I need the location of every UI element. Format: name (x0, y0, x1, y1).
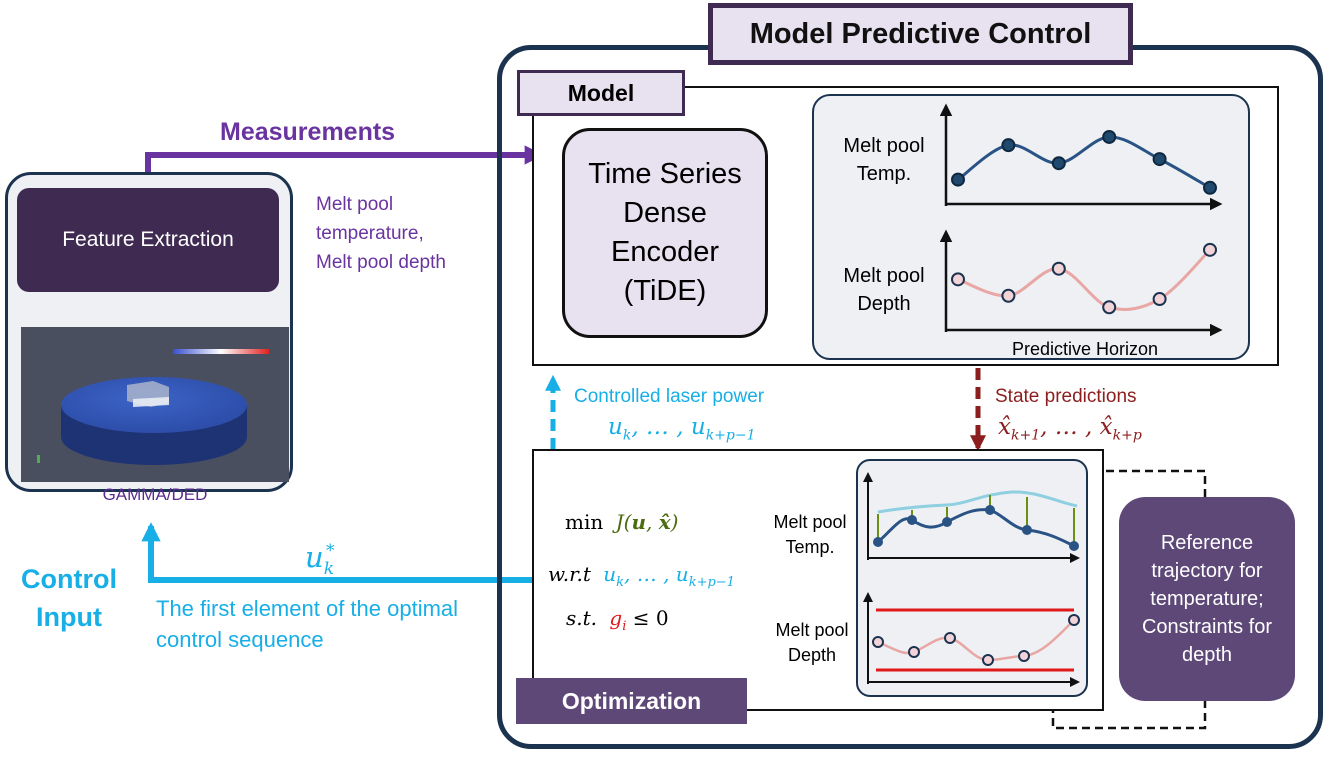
opt-temp-chart-label: Melt pool Temp. (773, 512, 847, 557)
measurements-label: Measurements (220, 118, 396, 146)
model-depth-chart-label: Melt pool Depth (843, 265, 925, 315)
model-temp-chart-label: Melt pool Temp. (843, 135, 925, 185)
model-depth-chart (939, 229, 1223, 337)
prediction-charts-panel (812, 94, 1250, 360)
constraint-line: s.t. gi ≤ 0 (566, 606, 669, 634)
reference-constraints-box: Reference trajectory for temperature; Co… (1119, 497, 1295, 701)
laser-power-label: Controlled laser power (574, 386, 765, 407)
model-title-box: Model (517, 70, 685, 116)
predicted-depth-points (872, 614, 1080, 666)
temp-data-point-2 (1001, 138, 1016, 153)
optimization-title-box: Optimization (516, 678, 747, 724)
opt-temp-chart (863, 472, 1080, 563)
sim-label: GAMMA/DED (102, 485, 208, 504)
temp-data-point-6 (1203, 180, 1217, 195)
predictive-horizon-label: Predictive Horizon (1011, 339, 1159, 359)
tide-model-box: Time Series Dense Encoder (TiDE) (562, 128, 768, 338)
depth-data-point-1 (951, 272, 965, 287)
temp-data-point-3 (1051, 156, 1066, 171)
predicted-depth-line (877, 619, 1075, 662)
model-title: Model (567, 79, 635, 106)
control-symbol: uk* (305, 540, 335, 579)
feature-extraction-box: Feature Extraction (17, 188, 279, 292)
feature-extraction-label: Feature Extraction (62, 228, 234, 251)
tracking-error-arrows (877, 495, 1075, 542)
predicted-temp-line (877, 508, 1075, 548)
depth-data-point-4 (1102, 300, 1117, 315)
predicted-temp-points (873, 505, 1079, 551)
temp-series-line (957, 135, 1211, 190)
mpc-title-box: Model Predictive Control (708, 3, 1133, 65)
control-input-label: Control Input (21, 564, 117, 632)
model-temp-chart (939, 103, 1223, 211)
tide-label: Time Series Dense Encoder (TiDE) (588, 158, 742, 307)
optimization-title: Optimization (561, 687, 702, 714)
measurements-description: Melt pool temperature, Melt pool depth (316, 194, 446, 273)
control-input-arrow (141, 522, 532, 583)
depth-data-point-5 (1152, 292, 1167, 307)
wrt-line: w.r.t uk, … , uk+p−1 (548, 562, 735, 590)
mpc-title: Model Predictive Control (749, 17, 1092, 50)
gamma-ded-simulation-image (21, 327, 289, 482)
opt-depth-chart (863, 592, 1080, 687)
state-predictions-sequence: x̂k+1, … , x̂k+p (998, 414, 1142, 444)
temp-data-point-1 (951, 172, 965, 187)
depth-data-point-2 (1001, 288, 1016, 303)
temp-data-point-4 (1102, 129, 1117, 144)
reference-constraints-label: Reference trajectory for temperature; Co… (1141, 532, 1273, 666)
depth-series-line (957, 248, 1212, 311)
laser-power-sequence: uk, … , uk+p−1 (608, 414, 756, 444)
control-description: The first element of the optimal control… (156, 596, 459, 652)
opt-depth-chart-label: Melt pool Depth (775, 620, 849, 665)
depth-data-point-3 (1051, 261, 1066, 276)
temp-data-point-5 (1152, 152, 1167, 167)
depth-data-point-6 (1203, 242, 1217, 257)
objective-line: min J(u, x̂) (565, 510, 679, 534)
constraint-to-depth-arrow (1046, 672, 1207, 730)
state-predictions-label: State predictions (995, 386, 1137, 407)
